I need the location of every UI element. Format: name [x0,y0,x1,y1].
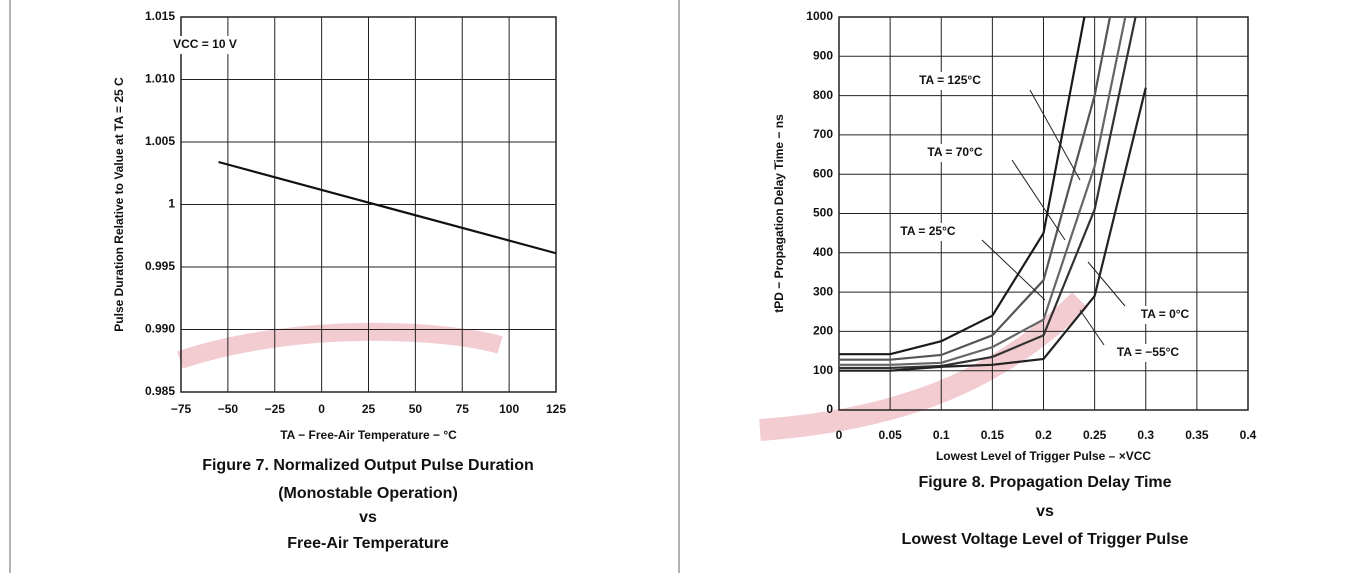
x-tick-label: 0 [318,402,325,416]
caption: Lowest Voltage Level of Trigger Pulse [902,531,1189,548]
y-tick-label: 800 [813,88,833,102]
annotation-arrow [1087,261,1126,307]
y-tick-label: 100 [813,363,833,377]
annotation: TA = 125°C [919,73,981,87]
watermark [177,322,503,369]
x-tick-label: 125 [546,402,566,416]
x-tick-label: 0.25 [1083,428,1107,442]
caption: Figure 7. Normalized Output Pulse Durati… [202,457,534,474]
label-bg [897,223,959,241]
x-tick-label: 25 [362,402,376,416]
annotation: TA = 25°C [900,224,955,238]
x-tick-label: 0 [836,428,843,442]
label-bg [170,36,240,54]
y-tick-label: 300 [813,284,833,298]
y-axis-label: tPD − Propagation Delay Time − ns [772,114,786,313]
y-tick-label: 1 [168,197,175,211]
series-line [839,16,1086,356]
x-tick-label: 0.1 [933,428,950,442]
x-tick-label: −25 [265,402,286,416]
label-bg [924,144,986,162]
x-tick-label: 0.35 [1185,428,1209,442]
series-line [839,16,1137,370]
y-tick-label: 1.010 [145,72,175,86]
y-tick-label: 1.005 [145,134,175,148]
x-tick-label: 0.3 [1137,428,1154,442]
y-tick-label: 500 [813,206,833,220]
series-line [839,16,1112,361]
x-tick-label: 0.15 [981,428,1005,442]
caption: (Monostable Operation) [278,485,458,502]
y-tick-label: 0.990 [145,322,175,336]
x-tick-label: 50 [409,402,423,416]
label-bg [1137,306,1193,324]
y-tick-label: 1.015 [145,9,175,23]
x-tick-label: 75 [456,402,470,416]
y-tick-label: 1000 [806,9,833,23]
y-axis-label: Pulse Duration Relative to Value at TA =… [112,77,126,332]
x-tick-label: −75 [171,402,192,416]
y-tick-label: 0.995 [145,259,175,273]
y-tick-label: 0 [826,402,833,416]
x-tick-label: 0.2 [1035,428,1052,442]
caption: Free-Air Temperature [287,535,449,552]
caption: vs [359,509,377,526]
x-tick-label: 0.4 [1240,428,1257,442]
label-bg [1113,344,1183,362]
x-axis-label: Lowest Level of Trigger Pulse – ×VCC [936,449,1151,463]
y-tick-label: 900 [813,48,833,62]
x-axis-label: TA − Free-Air Temperature − °C [280,428,457,442]
annotation-arrow [1079,309,1105,346]
caption: vs [1036,503,1054,520]
y-tick-label: 600 [813,166,833,180]
series-line [218,160,557,255]
y-tick-label: 0.985 [145,384,175,398]
series-line [839,16,1127,366]
y-tick-label: 400 [813,245,833,259]
x-tick-label: 100 [499,402,519,416]
annotation: VCC = 10 V [173,37,237,51]
series-line [839,87,1147,372]
x-tick-label: 0.05 [878,428,902,442]
annotation-arrow [1029,89,1081,181]
annotation-arrow [1011,159,1066,241]
x-tick-label: −50 [218,402,239,416]
y-tick-label: 200 [813,324,833,338]
annotation-arrow [981,239,1046,301]
y-tick-label: 700 [813,127,833,141]
annotation: TA = 70°C [927,145,982,159]
label-bg [916,72,984,90]
annotation: TA = 0°C [1141,307,1190,321]
annotation: TA = −55°C [1117,345,1179,359]
caption: Figure 8. Propagation Delay Time [918,474,1171,491]
